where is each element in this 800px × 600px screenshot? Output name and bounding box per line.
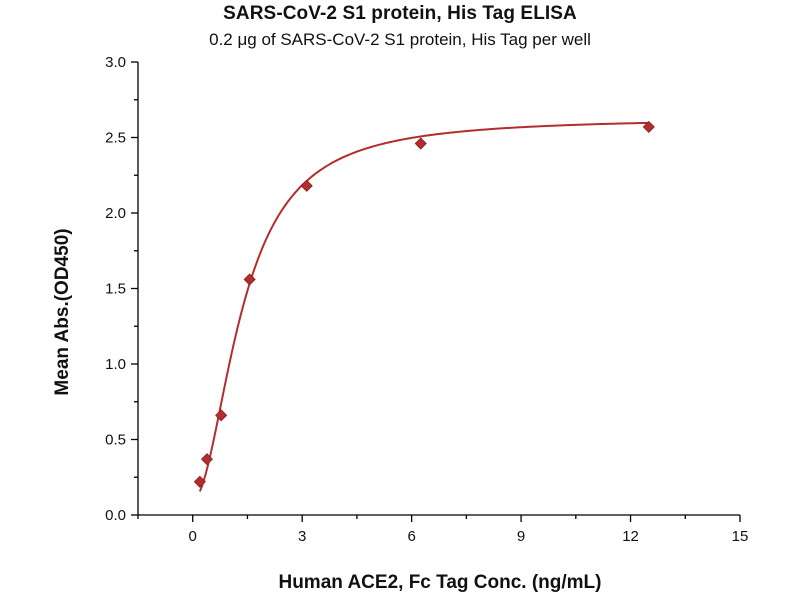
chart-title: SARS-CoV-2 S1 protein, His Tag ELISA: [223, 3, 577, 24]
y-tick-label: 0.0: [105, 507, 126, 524]
fit-curve: [198, 121, 649, 492]
y-tick-label: 0.5: [105, 432, 126, 449]
data-point-diamond: [193, 475, 206, 488]
x-tick-label: 3: [298, 528, 306, 545]
axes: 0.0 0.5 1.0 1.5 2.0 2.5 3.0 0 3 6 9 12 15: [105, 54, 748, 545]
y-tick-label: 1.0: [105, 356, 126, 373]
data-point-diamond: [200, 453, 214, 466]
data-points: [193, 120, 655, 488]
x-tick-label: 0: [189, 528, 197, 545]
x-tick-label: 9: [517, 528, 525, 545]
y-tick-label: 2.5: [105, 130, 126, 147]
data-point-diamond: [243, 273, 256, 286]
data-point-diamond: [414, 137, 427, 150]
data-point-diamond: [300, 179, 313, 192]
y-axis-title: Mean Abs.(OD450): [52, 228, 73, 395]
chart-subtitle: 0.2 μg of SARS-CoV-2 S1 protein, His Tag…: [209, 30, 591, 49]
y-tick-label: 3.0: [105, 54, 126, 71]
y-tick-label: 2.0: [105, 205, 126, 222]
x-tick-label: 12: [622, 528, 639, 545]
data-point-diamond: [215, 409, 228, 422]
y-tick-label: 1.5: [105, 281, 126, 298]
x-tick-label: 15: [732, 528, 749, 545]
x-axis-title: Human ACE2, Fc Tag Conc. (ng/mL): [278, 572, 601, 593]
x-tick-label: 6: [407, 528, 415, 545]
fit-curve-layer: [198, 121, 649, 492]
data-point-diamond: [642, 120, 655, 133]
